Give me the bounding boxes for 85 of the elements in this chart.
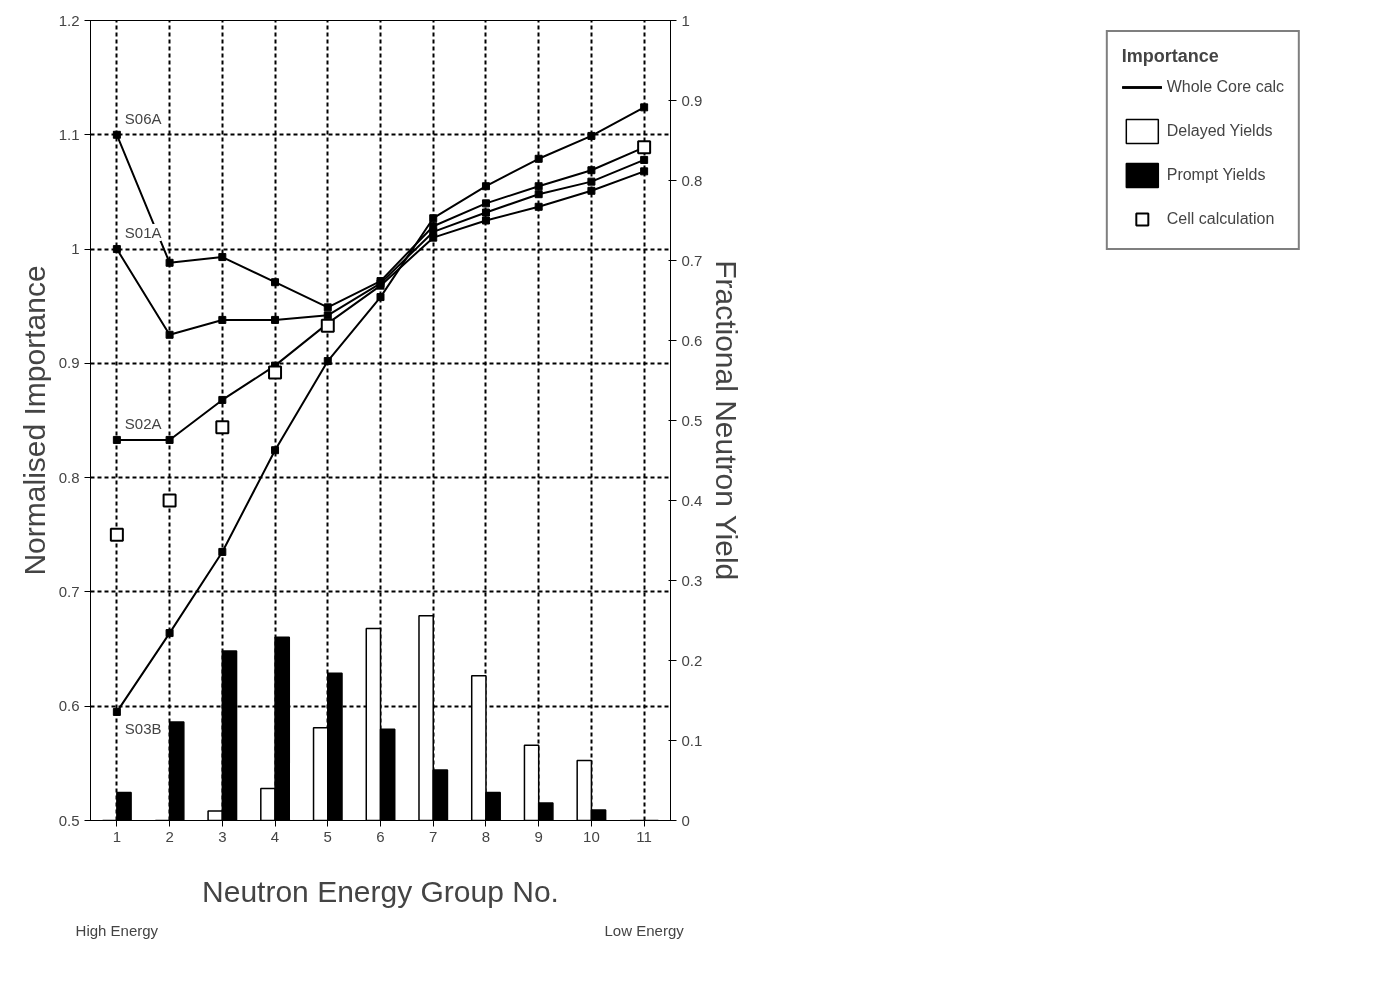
point xyxy=(218,253,227,262)
y-tick-label: 0.6 xyxy=(58,697,80,715)
x-tick-label: 11 xyxy=(636,827,652,845)
point xyxy=(429,214,438,223)
text: Whole Core calc xyxy=(1166,78,1285,96)
point xyxy=(218,315,227,324)
point xyxy=(587,177,596,186)
point xyxy=(640,155,649,164)
legend-label: Delayed Yields xyxy=(1166,122,1273,140)
point xyxy=(165,435,174,444)
x-tick-label: 10 xyxy=(583,827,600,845)
point xyxy=(162,493,177,508)
y2-tick-label: 0 xyxy=(681,811,690,829)
y-tick-label: 1.2 xyxy=(58,11,80,29)
point xyxy=(534,182,543,191)
point xyxy=(112,130,121,139)
point xyxy=(218,395,227,404)
point xyxy=(320,318,335,333)
point xyxy=(534,154,543,163)
y2-tick-label: 0.6 xyxy=(681,331,703,349)
point xyxy=(165,258,174,267)
point xyxy=(112,707,121,716)
point xyxy=(481,199,490,208)
point xyxy=(481,182,490,191)
x-tick-label: 1 xyxy=(112,827,122,845)
point xyxy=(481,216,490,225)
series-label: S02A xyxy=(124,414,162,432)
x-tick-label: 9 xyxy=(534,827,543,845)
x-tick-label: 5 xyxy=(323,827,332,845)
y-tick-label: 0.7 xyxy=(58,582,80,600)
point xyxy=(376,293,385,302)
x-tick-label: 2 xyxy=(165,827,174,845)
legend-label: Cell calculation xyxy=(1166,210,1275,228)
point xyxy=(534,190,543,199)
point xyxy=(112,435,121,444)
x-tick-label: 4 xyxy=(270,827,280,845)
y-axis-title: Normalised Importance xyxy=(17,265,51,576)
point xyxy=(323,311,332,320)
point xyxy=(271,278,280,287)
y2-tick-label: 0.1 xyxy=(681,731,703,749)
point xyxy=(215,420,230,435)
series-label: S01A xyxy=(124,224,162,242)
point xyxy=(587,186,596,195)
point xyxy=(268,365,283,380)
y2-tick-label: 1 xyxy=(681,11,690,29)
point xyxy=(218,547,227,556)
y-tick-label: 1.1 xyxy=(58,125,80,143)
point xyxy=(323,357,332,366)
legend-title: Importance xyxy=(1121,46,1220,67)
y2-tick-label: 0.9 xyxy=(681,91,703,109)
x-tick-label: 7 xyxy=(429,827,438,845)
y2-tick-label: 0.8 xyxy=(681,171,703,189)
y2-tick-label: 0.7 xyxy=(681,251,703,269)
y2-tick-label: 0.4 xyxy=(681,491,703,509)
series-label: S03B xyxy=(124,719,162,737)
x-tick-label: 6 xyxy=(376,827,385,845)
x-axis-title: Neutron Energy Group No. xyxy=(202,874,559,908)
y-tick-label: 0.8 xyxy=(58,468,80,486)
point xyxy=(109,527,124,542)
point xyxy=(271,315,280,324)
x-tick-label: 3 xyxy=(218,827,227,845)
x-tick-label: 8 xyxy=(481,827,491,845)
y2-tick-label: 0.3 xyxy=(681,571,703,589)
y-tick-label: 0.9 xyxy=(58,354,80,372)
y-tick-label: 1 xyxy=(71,240,80,258)
point xyxy=(165,629,174,638)
y2-tick-label: 0.5 xyxy=(681,411,703,429)
point xyxy=(429,233,438,242)
text: High Energy xyxy=(75,921,159,939)
point xyxy=(587,131,596,140)
point xyxy=(271,446,280,455)
point xyxy=(640,103,649,112)
point xyxy=(165,330,174,339)
y2-tick-label: 0.2 xyxy=(681,651,703,669)
text: Low Energy xyxy=(604,921,685,939)
series-label: S06A xyxy=(124,109,162,127)
point xyxy=(112,245,121,254)
point xyxy=(640,167,649,176)
point xyxy=(323,303,332,312)
point xyxy=(534,202,543,211)
y2-axis-title: Fractional Neutron Yield xyxy=(710,260,744,581)
legend-label: Prompt Yields xyxy=(1166,166,1266,184)
point xyxy=(587,166,596,175)
point xyxy=(481,208,490,217)
y-tick-label: 0.5 xyxy=(58,811,80,829)
